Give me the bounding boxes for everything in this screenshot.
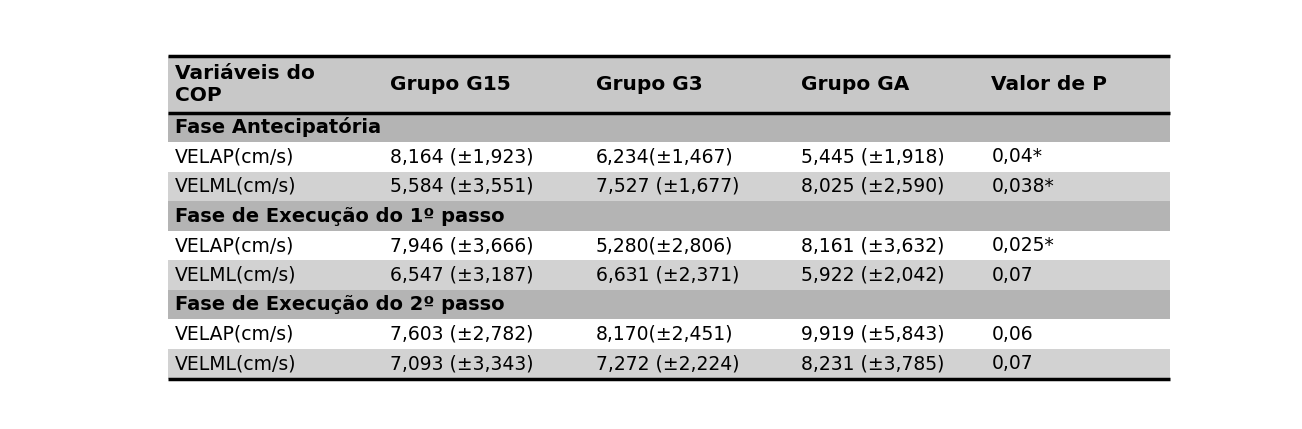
- Bar: [168, 260, 1169, 290]
- Bar: [168, 320, 1169, 349]
- Text: 0,06: 0,06: [992, 325, 1032, 344]
- Text: 8,161 (±3,632): 8,161 (±3,632): [801, 236, 944, 255]
- Text: 0,07: 0,07: [992, 354, 1032, 373]
- Text: Fase de Execução do 1º passo: Fase de Execução do 1º passo: [174, 206, 504, 226]
- Text: Valor de P: Valor de P: [992, 75, 1108, 94]
- Text: 0,038*: 0,038*: [992, 177, 1055, 196]
- Bar: [168, 231, 1169, 260]
- Text: Fase Antecipatória: Fase Antecipatória: [174, 118, 381, 137]
- Text: Grupo G15: Grupo G15: [391, 75, 512, 94]
- Bar: [168, 113, 1169, 142]
- Text: 0,025*: 0,025*: [992, 236, 1055, 255]
- Text: 5,280(±2,806): 5,280(±2,806): [596, 236, 733, 255]
- Text: 8,164 (±1,923): 8,164 (±1,923): [391, 148, 534, 166]
- Text: 7,093 (±3,343): 7,093 (±3,343): [391, 354, 534, 373]
- Text: Grupo G3: Grupo G3: [596, 75, 703, 94]
- Bar: [168, 201, 1169, 231]
- Bar: [168, 349, 1169, 378]
- Text: 8,025 (±2,590): 8,025 (±2,590): [801, 177, 944, 196]
- Text: 8,170(±2,451): 8,170(±2,451): [596, 325, 733, 344]
- Bar: [168, 172, 1169, 201]
- Text: 5,584 (±3,551): 5,584 (±3,551): [391, 177, 534, 196]
- Text: VELML(cm/s): VELML(cm/s): [174, 177, 297, 196]
- Text: 6,631 (±2,371): 6,631 (±2,371): [596, 266, 740, 284]
- Text: 7,272 (±2,224): 7,272 (±2,224): [596, 354, 740, 373]
- Text: 7,603 (±2,782): 7,603 (±2,782): [391, 325, 534, 344]
- Text: 5,445 (±1,918): 5,445 (±1,918): [801, 148, 945, 166]
- Text: 6,547 (±3,187): 6,547 (±3,187): [391, 266, 534, 284]
- Bar: [168, 142, 1169, 172]
- Text: 6,234(±1,467): 6,234(±1,467): [596, 148, 733, 166]
- Text: 7,527 (±1,677): 7,527 (±1,677): [596, 177, 740, 196]
- Text: 8,231 (±3,785): 8,231 (±3,785): [801, 354, 944, 373]
- Text: 0,07: 0,07: [992, 266, 1032, 284]
- Text: VELAP(cm/s): VELAP(cm/s): [174, 148, 294, 166]
- Text: VELML(cm/s): VELML(cm/s): [174, 266, 297, 284]
- Text: 9,919 (±5,843): 9,919 (±5,843): [801, 325, 944, 344]
- Text: 0,04*: 0,04*: [992, 148, 1043, 166]
- Text: VELAP(cm/s): VELAP(cm/s): [174, 236, 294, 255]
- Text: 5,922 (±2,042): 5,922 (±2,042): [801, 266, 944, 284]
- Text: Fase de Execução do 2º passo: Fase de Execução do 2º passo: [174, 295, 504, 314]
- Text: VELML(cm/s): VELML(cm/s): [174, 354, 297, 373]
- Bar: [168, 290, 1169, 320]
- Text: VELAP(cm/s): VELAP(cm/s): [174, 325, 294, 344]
- Text: Variáveis do
COP: Variáveis do COP: [174, 64, 315, 105]
- Text: 7,946 (±3,666): 7,946 (±3,666): [391, 236, 534, 255]
- Bar: [168, 57, 1169, 113]
- Text: Grupo GA: Grupo GA: [801, 75, 910, 94]
